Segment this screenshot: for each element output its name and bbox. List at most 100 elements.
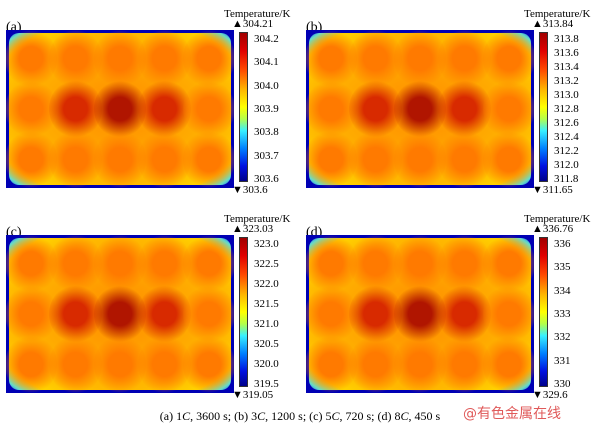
heat-cell bbox=[138, 130, 191, 188]
colorbar-min: ▼303.6 bbox=[232, 184, 268, 196]
heat-cell bbox=[482, 130, 534, 188]
caption-part: , 1200 s; (c) 5 bbox=[265, 409, 332, 423]
colorbar-tick-label: 303.7 bbox=[254, 149, 279, 162]
heat-cell bbox=[49, 284, 102, 344]
colorbar-max: ▲336.76 bbox=[532, 223, 574, 235]
heat-cell bbox=[6, 235, 58, 293]
caption-part: (a) 1 bbox=[159, 409, 183, 423]
colorbar-tick-label: 334 bbox=[554, 284, 571, 297]
heat-cell bbox=[6, 284, 58, 344]
colorbar-tick-label: 323.0 bbox=[254, 238, 279, 250]
colorbar-tick-label: 312.0 bbox=[554, 159, 579, 171]
colorbar-tick-label: 304.0 bbox=[254, 79, 279, 92]
heat-cell bbox=[349, 284, 402, 344]
colorbar bbox=[539, 237, 548, 387]
colorbar-tick-label: 312.4 bbox=[554, 131, 579, 143]
heat-cell bbox=[438, 235, 491, 293]
heat-cell bbox=[438, 130, 491, 188]
colorbar-tick-label: 303.6 bbox=[254, 173, 279, 185]
colorbar-tick-label: 303.9 bbox=[254, 103, 279, 115]
heat-cell bbox=[138, 30, 191, 88]
heat-cell bbox=[349, 130, 402, 188]
heat-cell bbox=[306, 284, 358, 344]
colorbar bbox=[539, 32, 548, 182]
heat-cell bbox=[393, 235, 447, 293]
caption-part: , 720 s; (d) 8 bbox=[339, 409, 401, 423]
caption-rate: C bbox=[400, 409, 409, 423]
colorbar-max: ▲304.21 bbox=[232, 18, 274, 30]
heat-cell bbox=[482, 284, 534, 344]
temperature-heatmap bbox=[306, 235, 534, 393]
heat-cell bbox=[6, 130, 58, 188]
heat-cell bbox=[49, 79, 102, 139]
heat-cell bbox=[393, 79, 447, 139]
heat-cell bbox=[482, 30, 534, 88]
colorbar-max: ▲323.03 bbox=[232, 223, 274, 235]
heat-cell bbox=[182, 335, 234, 393]
colorbar-title: Temperature/K bbox=[524, 213, 591, 225]
heat-cell bbox=[138, 79, 191, 139]
panel-b: (b) Temperature/K ▲313.84 313.8 313.6 313.… bbox=[300, 0, 600, 205]
heat-cell bbox=[438, 284, 491, 344]
heat-cell bbox=[482, 335, 534, 393]
temperature-heatmap bbox=[6, 30, 234, 188]
heat-cell bbox=[182, 235, 234, 293]
heat-cell bbox=[49, 130, 102, 188]
colorbar-tick-label: 320.5 bbox=[254, 338, 279, 350]
heat-cell bbox=[306, 235, 358, 293]
colorbar-tick-label: 319.5 bbox=[254, 378, 279, 390]
colorbar-min: ▼329.6 bbox=[532, 389, 568, 401]
colorbar-tick-label: 304.2 bbox=[254, 33, 279, 45]
heatmap-cells bbox=[6, 30, 234, 188]
caption-rate: C bbox=[331, 409, 340, 423]
caption-rate: C bbox=[257, 409, 266, 423]
heat-cell bbox=[49, 235, 102, 293]
heat-cell bbox=[349, 335, 402, 393]
heat-cell bbox=[393, 335, 447, 393]
colorbar-tick-label: 312.6 bbox=[554, 117, 579, 129]
panel-d: (d) Temperature/K ▲336.76 336 335 334 333 33… bbox=[300, 205, 600, 410]
colorbar-tick-label: 313.8 bbox=[554, 33, 579, 45]
caption-part: , 3600 s; (b) 3 bbox=[190, 409, 258, 423]
colorbar-tick-label: 330 bbox=[554, 378, 571, 390]
colorbar-tick-label: 312.2 bbox=[554, 145, 579, 157]
colorbar-tick-label: 313.2 bbox=[554, 75, 579, 87]
colorbar-tick-label: 313.6 bbox=[554, 47, 579, 59]
colorbar-tick-label: 336 bbox=[554, 238, 571, 250]
heat-cell bbox=[306, 335, 358, 393]
heat-cell bbox=[93, 335, 147, 393]
heat-cell bbox=[349, 30, 402, 88]
colorbar bbox=[239, 32, 248, 182]
colorbar-tick-label: 311.8 bbox=[554, 173, 579, 185]
colorbar-tick-label: 304.1 bbox=[254, 56, 279, 69]
heatmap-cells bbox=[306, 30, 534, 188]
colorbar-min: ▼319.05 bbox=[232, 389, 274, 401]
colorbar-tick-label: 320.0 bbox=[254, 358, 279, 370]
heat-cell bbox=[6, 335, 58, 393]
heat-cell bbox=[182, 30, 234, 88]
colorbar-tick-label: 331 bbox=[554, 354, 571, 367]
heat-cell bbox=[482, 79, 534, 139]
watermark: @有色金属在线 bbox=[463, 406, 561, 422]
heat-cell bbox=[182, 284, 234, 344]
colorbar-title: Temperature/K bbox=[224, 213, 291, 225]
colorbar-tick-label: 303.8 bbox=[254, 126, 279, 139]
temperature-heatmap bbox=[306, 30, 534, 188]
colorbar-tick-label: 313.4 bbox=[554, 61, 579, 73]
colorbar-max: ▲313.84 bbox=[532, 18, 574, 30]
heat-cell bbox=[349, 79, 402, 139]
colorbar-tick-label: 322.0 bbox=[254, 278, 279, 290]
colorbar-tick-label: 321.5 bbox=[254, 298, 279, 310]
heat-cell bbox=[182, 79, 234, 139]
heat-cell bbox=[438, 335, 491, 393]
heat-cell bbox=[438, 79, 491, 139]
heatmap-cells bbox=[306, 235, 534, 393]
heat-cell bbox=[393, 30, 447, 88]
heat-cell bbox=[6, 79, 58, 139]
colorbar-tick-label: 335 bbox=[554, 261, 571, 274]
heat-cell bbox=[6, 30, 58, 88]
temperature-heatmap bbox=[6, 235, 234, 393]
colorbar bbox=[239, 237, 248, 387]
colorbar-tick-label: 321.0 bbox=[254, 318, 279, 330]
heat-cell bbox=[49, 30, 102, 88]
